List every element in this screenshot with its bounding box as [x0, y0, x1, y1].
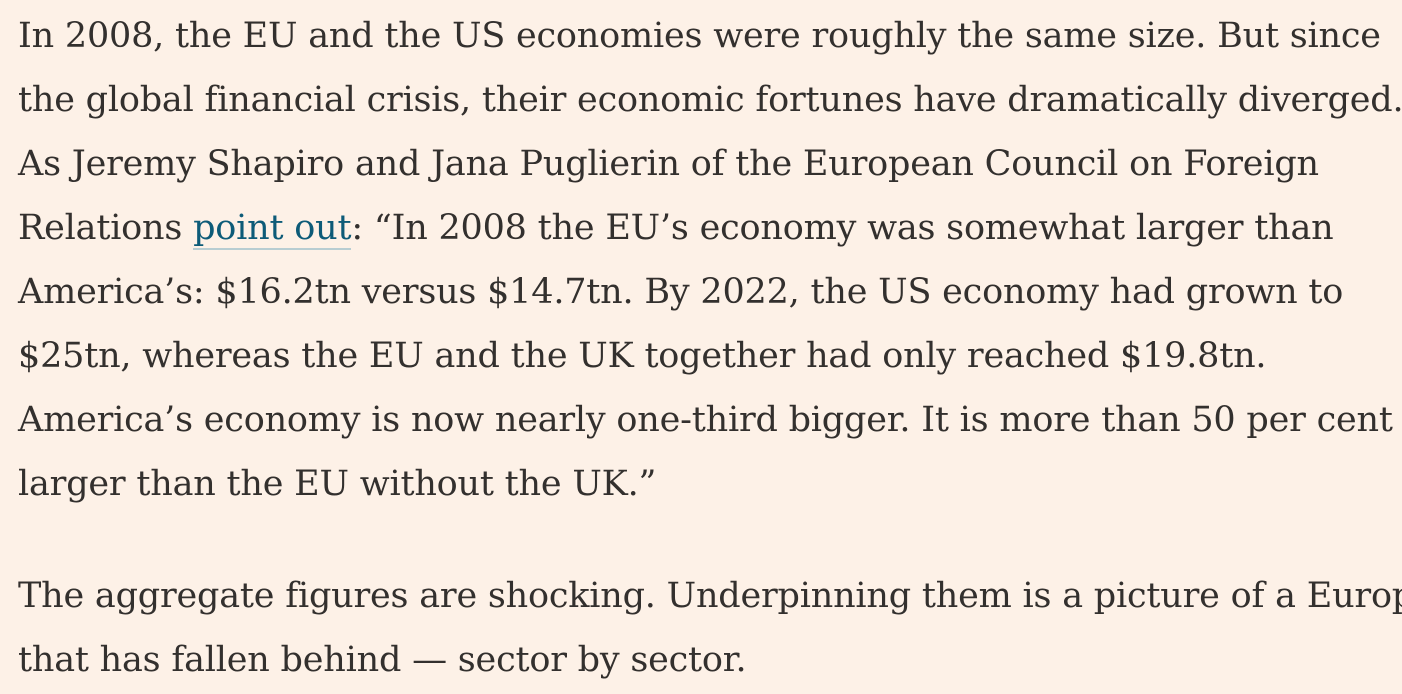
text-line: The aggregate figures are shocking. Unde… — [18, 576, 1402, 616]
text-line: the global financial crisis, their econo… — [18, 80, 1402, 120]
text-line: larger than the EU without the UK.” — [18, 464, 657, 504]
text-segment: : “In 2008 the EU’s economy was somewhat… — [351, 208, 1334, 248]
point-out-link[interactable]: point out — [193, 208, 352, 250]
paragraph-1: In 2008, the EU and the US economies wer… — [18, 4, 1402, 516]
text-line-with-link: Relations point out: “In 2008 the EU’s e… — [18, 196, 1402, 260]
text-line: $25tn, whereas the EU and the UK togethe… — [18, 336, 1267, 376]
article-body: In 2008, the EU and the US economies wer… — [18, 4, 1402, 692]
text-line: that has fallen behind — sector by secto… — [18, 640, 747, 680]
text-line: America’s economy is now nearly one-thir… — [18, 400, 1393, 440]
text-line: In 2008, the EU and the US economies wer… — [18, 16, 1381, 56]
text-line: America’s: $16.2tn versus $14.7tn. By 20… — [18, 272, 1344, 312]
text-segment: Relations — [18, 208, 194, 248]
paragraph-2: The aggregate figures are shocking. Unde… — [18, 564, 1402, 692]
text-line: As Jeremy Shapiro and Jana Puglierin of … — [18, 144, 1319, 184]
paragraph-gap — [18, 516, 1402, 564]
